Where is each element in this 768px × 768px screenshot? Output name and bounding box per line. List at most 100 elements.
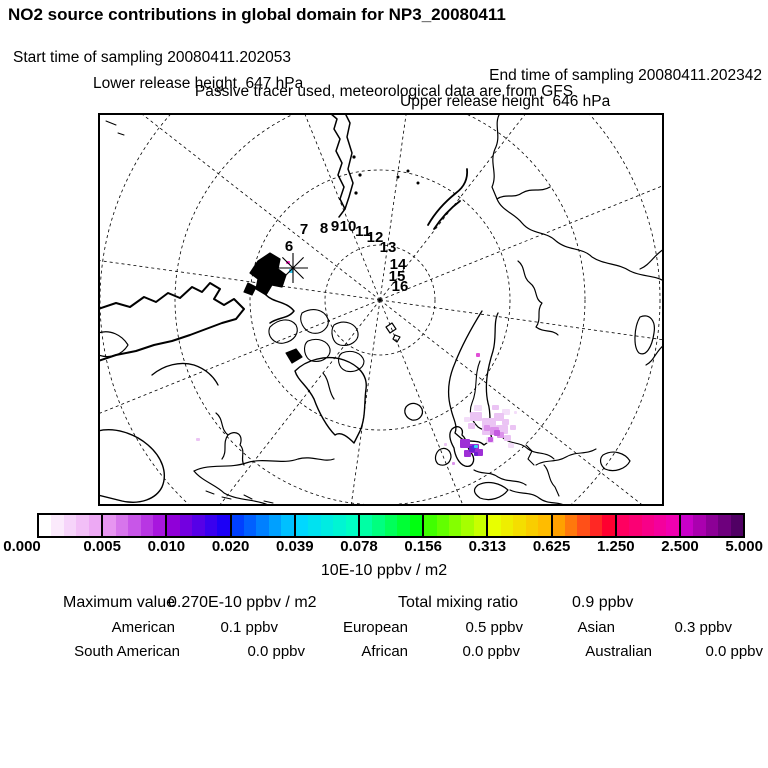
colorbar-cell [589, 515, 603, 536]
start-time-text: Start time of sampling 20080411.202053 [13, 49, 292, 66]
coastline-path [509, 489, 567, 507]
coastline-path [634, 315, 655, 355]
plume-cell [452, 462, 455, 465]
colorbar-cell [88, 515, 102, 536]
end-time-text: End time of sampling 20080411.202342 [489, 67, 762, 84]
colorbar-cell [718, 515, 731, 536]
contrib-region: African [361, 643, 408, 660]
colorbar-cell [577, 515, 590, 536]
coastline-path [322, 372, 335, 400]
coastline-path [265, 294, 295, 324]
plume-cell [494, 430, 500, 436]
plume-cell [502, 419, 509, 425]
coastline-path [268, 319, 298, 344]
colorbar-tick: 0.010 [147, 538, 186, 555]
coastline-path [496, 198, 665, 282]
meridian-line [379, 0, 615, 301]
colorbar-cell [397, 515, 410, 536]
track-point-label: 15 [389, 268, 406, 285]
sampling-times-line: Start time of sampling 20080411.202053 E… [0, 31, 768, 103]
track-point-label: 8 [320, 220, 328, 237]
coastlines [97, 112, 665, 507]
island-speck [406, 169, 410, 173]
colorbar-tick: 5.000 [725, 538, 763, 555]
colorbar-cell [179, 515, 193, 536]
map-frame [98, 113, 664, 506]
coastline-path [205, 490, 274, 504]
coastline-path [543, 464, 560, 497]
coastline-path [285, 348, 303, 364]
plume-cell [508, 443, 514, 448]
plume-cell [196, 438, 200, 441]
meridian-line [379, 299, 768, 355]
concentration-plume [196, 261, 517, 465]
contrib-region: American [111, 619, 175, 636]
colorbar-cell [550, 515, 565, 536]
island-speck [352, 155, 356, 159]
colorbar-cell [513, 515, 526, 536]
colorbar-cell [486, 515, 501, 536]
contrib-region: European [342, 619, 408, 636]
contrib-value: 0.0 ppbv [705, 643, 763, 660]
latitude-circle [249, 169, 511, 431]
colorbar-tick: 0.078 [340, 538, 378, 555]
plume-cell [474, 405, 482, 411]
colorbar-cell [666, 515, 679, 536]
coastline-path [473, 469, 527, 486]
colorbar-units: 10E-10 ppbv / m2 [320, 562, 448, 579]
contrib-region: Asian [577, 619, 615, 636]
plume-cell [494, 413, 504, 421]
meridian-line [379, 142, 768, 301]
plume-cell [514, 411, 517, 414]
max-value: 0.270E-10 ppbv / m2 [168, 594, 317, 611]
coastline-path [215, 412, 245, 466]
colorbar-cell [538, 515, 551, 536]
colorbar-cell [629, 515, 642, 536]
meridian-line [0, 246, 381, 301]
latitude-circle [324, 244, 436, 356]
meridian-line [379, 299, 759, 596]
coastline-path [294, 356, 367, 444]
colorbar-cell [372, 515, 385, 536]
colorbar [37, 513, 745, 538]
coastline-path [433, 200, 461, 230]
colorbar-cell [268, 515, 282, 536]
colorbar-cell [101, 515, 116, 536]
coastline-path [404, 402, 424, 421]
plume-cell [504, 435, 511, 441]
contrib-region: Australian [585, 643, 652, 660]
release-heights-line: Lower release height 647 hPa Upper relea… [0, 57, 768, 129]
colorbar-cell [345, 515, 358, 536]
colorbar-tick: 2.500 [661, 538, 699, 555]
coastline-path [599, 451, 631, 472]
colorbar-tick: 0.625 [532, 538, 571, 555]
colorbar-cell [256, 515, 269, 536]
plume-cell [289, 269, 293, 273]
latitude-circle [99, 19, 661, 581]
colorbar-cell [244, 515, 257, 536]
total-mixing-label: Total mixing ratio [398, 594, 519, 611]
release-star-icon [282, 257, 304, 279]
track-point-label: 11 [355, 223, 371, 240]
meridian-line [84, 299, 381, 679]
coastline-path [329, 112, 346, 218]
plume-cell [468, 423, 475, 429]
plume-cell [476, 353, 480, 357]
contrib-value: 0.0 ppbv [247, 643, 305, 660]
plume-cell [444, 443, 447, 446]
colorbar-tick-labels: 0.000 0.005 0.010 0.020 0.039 0.078 0.156 0.313… [0, 538, 768, 556]
meridian-line [379, 0, 423, 301]
colorbar-cell [500, 515, 514, 536]
plume-cell [502, 409, 510, 415]
coastline-path [469, 360, 481, 428]
colorbar-cell [614, 515, 630, 536]
plume-cell [474, 445, 478, 448]
meridian-line [1, 4, 381, 301]
coastline-path [97, 331, 129, 358]
coastline-path [151, 362, 219, 386]
colorbar-tick: 1.250 [597, 538, 635, 555]
